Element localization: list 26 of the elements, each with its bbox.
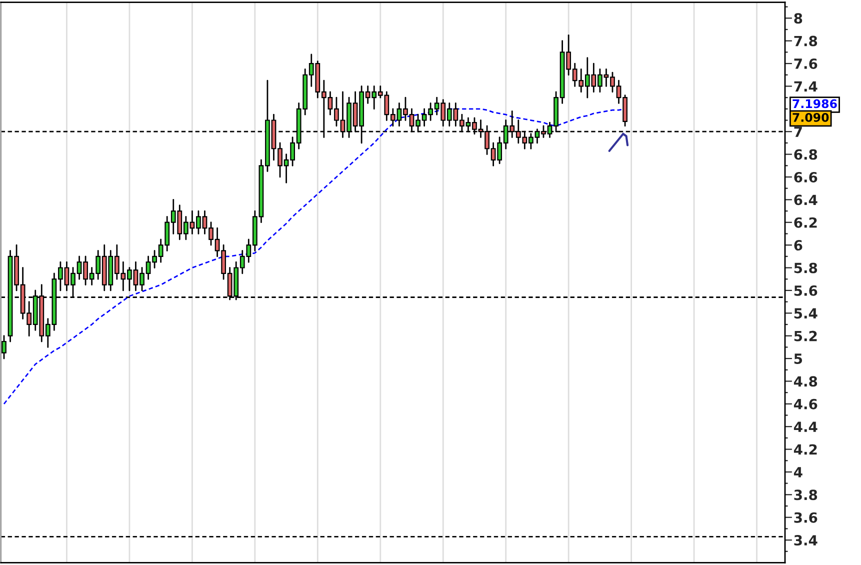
y-tick-label: 4.6 [794, 398, 818, 410]
y-tick-label: 6.2 [794, 217, 817, 228]
candlestick [2, 335, 6, 360]
y-tick-label: 4 [794, 467, 802, 478]
y-tick-label: 7 [794, 126, 802, 137]
y-tick-label: 3.8 [794, 490, 818, 500]
text: 7.1986 [792, 99, 837, 108]
y-tick-label: 7.6 [794, 58, 818, 69]
y-tick-label: 5 [794, 354, 802, 364]
y-tick-label: 4.2 [794, 444, 817, 455]
y-tick-label: 7.8 [794, 36, 818, 46]
y-tick-label: 5.6 [794, 285, 818, 296]
y-tick-label: 6 [794, 240, 802, 251]
y-tick-label: 7.4 [794, 81, 818, 92]
y-tick-label: 3.6 [794, 512, 818, 523]
y-tick-label: 6.4 [794, 194, 818, 206]
y-tick-label: 3.4 [794, 535, 818, 546]
text: 7.090 [792, 112, 829, 122]
y-tick-label: 4.4 [794, 422, 818, 432]
y-tick-label: 5.8 [794, 262, 818, 274]
y-tick-label: 5.2 [794, 330, 817, 342]
y-tick-label: 6.6 [794, 172, 818, 182]
y-tick-label: 5.4 [794, 308, 818, 319]
y-tick-label: 6.8 [794, 149, 818, 160]
y-tick-label: 4.8 [794, 376, 818, 387]
y-tick-label: 8 [794, 13, 802, 24]
